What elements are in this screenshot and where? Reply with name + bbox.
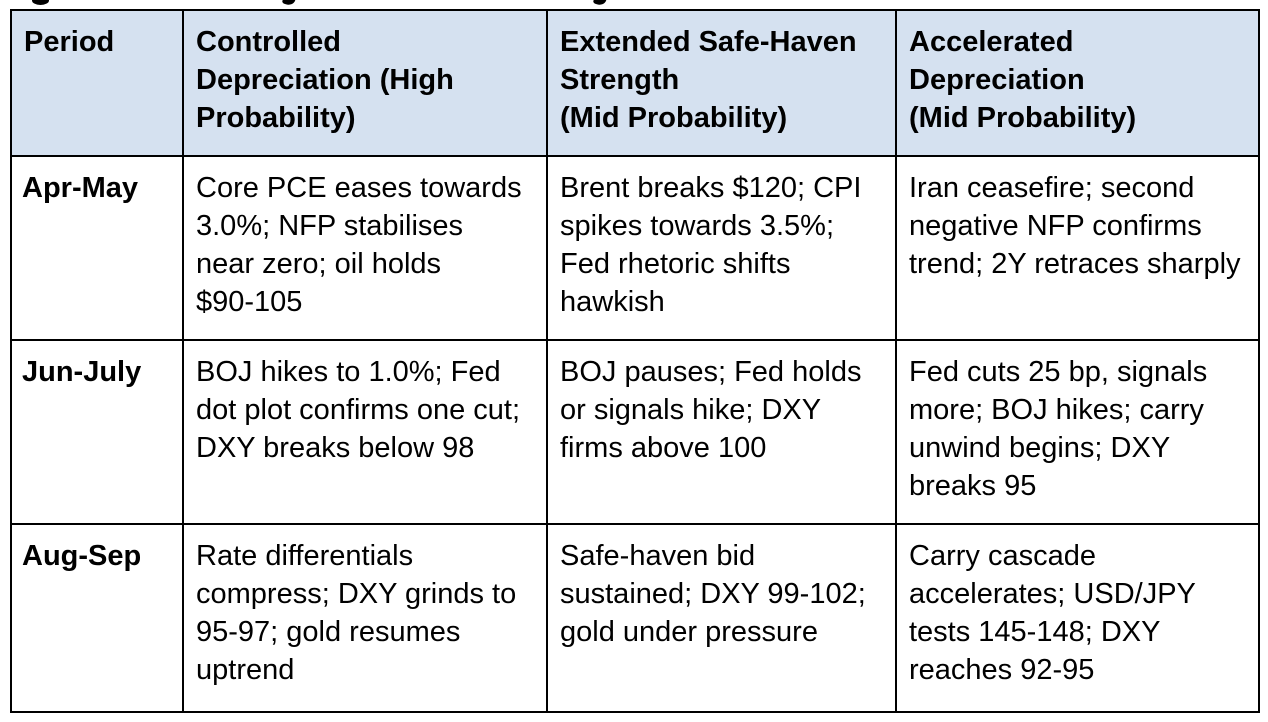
scenario-cell-controlled: Rate differentials compress; DXY grinds … <box>182 523 548 713</box>
header-cell-period: Period <box>10 9 184 157</box>
header-cell-accelerated-depreciation: Accelerated Depreciation (Mid Probabilit… <box>895 9 1260 157</box>
period-cell: Aug-Sep <box>10 523 184 713</box>
clipped-caption-descender-3 <box>592 0 608 7</box>
table-row-jun-july: Jun-July BOJ hikes to 1.0%; Fed dot plot… <box>10 339 1260 525</box>
scenario-table: Period Controlled Depreciation (High Pro… <box>10 9 1260 713</box>
scenario-cell-accelerated: Iran ceasefire; second negative NFP conf… <box>895 155 1260 341</box>
scenario-cell-extended: Safe-haven bid sustained; DXY 99-102; go… <box>546 523 897 713</box>
clipped-caption-descender-1 <box>32 0 49 5</box>
table-header-row: Period Controlled Depreciation (High Pro… <box>10 9 1260 157</box>
header-cell-controlled-depreciation: Controlled Depreciation (High Probabilit… <box>182 9 548 157</box>
scenario-cell-accelerated: Carry cascade accelerates; USD/JPY tests… <box>895 523 1260 713</box>
table-row-aug-sep: Aug-Sep Rate differentials compress; DXY… <box>10 523 1260 713</box>
scenario-cell-extended: Brent breaks $120; CPI spikes towards 3.… <box>546 155 897 341</box>
scenario-cell-controlled: Core PCE eases towards 3.0%; NFP stabili… <box>182 155 548 341</box>
clipped-caption-descender-2 <box>281 0 297 7</box>
period-cell: Apr-May <box>10 155 184 341</box>
scenario-cell-accelerated: Fed cuts 25 bp, signals more; BOJ hikes;… <box>895 339 1260 525</box>
scenario-cell-controlled: BOJ hikes to 1.0%; Fed dot plot confirms… <box>182 339 548 525</box>
period-cell: Jun-July <box>10 339 184 525</box>
scenario-cell-extended: BOJ pauses; Fed holds or signals hike; D… <box>546 339 897 525</box>
table-row-apr-may: Apr-May Core PCE eases towards 3.0%; NFP… <box>10 155 1260 341</box>
header-cell-extended-safe-haven: Extended Safe-Haven Strength (Mid Probab… <box>546 9 897 157</box>
